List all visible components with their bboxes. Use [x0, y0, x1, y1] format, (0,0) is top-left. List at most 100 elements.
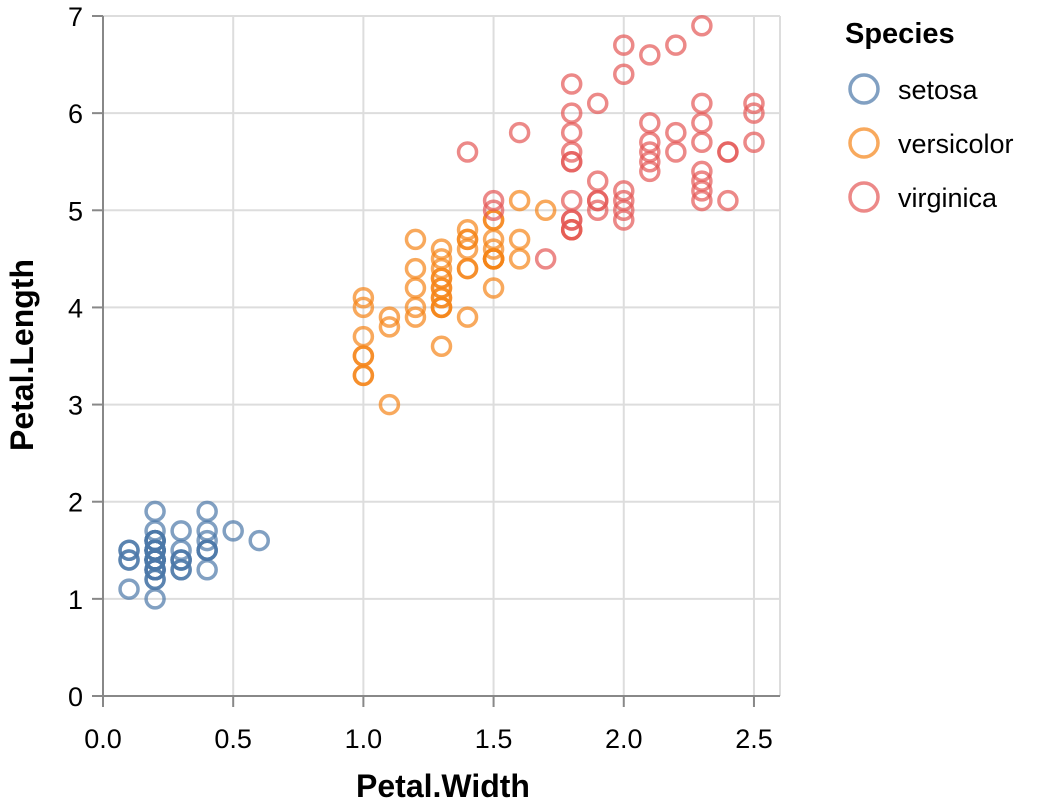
virginica-point — [586, 199, 609, 222]
setosa-point — [144, 500, 166, 523]
legend-label-setosa: setosa — [898, 75, 979, 105]
versicolor-point — [508, 248, 531, 270]
x-tick-label: 0.0 — [84, 724, 122, 754]
x-tick-label: 2.0 — [605, 724, 643, 754]
grid-lines — [102, 15, 781, 697]
virginica-point — [691, 92, 713, 115]
virginica-point — [691, 112, 713, 134]
virginica-point — [691, 189, 713, 212]
versicolor-point — [378, 316, 401, 338]
setosa-point — [144, 549, 166, 571]
virginica-point — [560, 150, 583, 173]
setosa-point — [170, 558, 192, 581]
virginica-point — [482, 199, 505, 222]
virginica-point — [717, 141, 739, 163]
versicolor-point — [482, 228, 505, 251]
versicolor-point — [378, 306, 401, 328]
versicolor-point — [352, 296, 375, 319]
virginica-point — [613, 180, 635, 202]
virginica-point — [665, 141, 687, 163]
versicolor-point — [456, 228, 479, 251]
y-tick-label: 0 — [68, 682, 83, 712]
versicolor-point — [430, 335, 453, 358]
x-axis-title: Petal.Width — [356, 768, 530, 803]
legend-symbol-virginica — [848, 181, 880, 213]
versicolor-point — [456, 306, 479, 328]
y-tick-label: 6 — [68, 99, 83, 129]
versicolor-point — [508, 189, 531, 212]
virginica-point — [665, 34, 687, 56]
virginica-point — [639, 44, 661, 66]
setosa-point — [248, 529, 270, 552]
setosa-point — [170, 549, 192, 571]
legend-label-versicolor: versicolor — [898, 129, 1014, 159]
versicolor-point — [430, 286, 453, 309]
setosa-point — [170, 520, 192, 542]
versicolor-point — [482, 238, 505, 260]
virginica-point — [691, 14, 713, 37]
versicolor-point — [430, 277, 453, 299]
virginica-point — [613, 34, 635, 56]
setosa-point — [222, 520, 244, 542]
legend-symbol-setosa — [848, 73, 880, 105]
legend-symbol-versicolor — [848, 127, 880, 159]
setosa-point — [196, 558, 218, 581]
virginica-point — [639, 112, 661, 134]
y-tick-label: 7 — [68, 2, 83, 32]
legend-title: Species — [845, 18, 955, 50]
versicolor-point — [404, 277, 427, 299]
versicolor-point — [404, 257, 427, 280]
y-tick-label: 3 — [68, 391, 83, 421]
virginica-point — [560, 73, 583, 95]
setosa-point — [196, 500, 218, 523]
versicolor-point — [456, 257, 479, 280]
versicolor-point — [352, 286, 375, 309]
virginica-point — [586, 170, 609, 192]
versicolor-point — [378, 393, 401, 416]
setosa-point — [144, 539, 166, 562]
virginica-point — [586, 92, 609, 115]
versicolor-point — [352, 364, 375, 387]
versicolor-point — [534, 199, 557, 222]
setosa-point — [196, 529, 218, 552]
tick-labels: 0.0 0.5 1.0 1.5 2.0 2.5 0 1 2 3 4 5 6 7 — [68, 2, 773, 754]
y-tick-label: 1 — [68, 585, 83, 615]
legend: Species setosa versicolor virginica — [845, 18, 1014, 213]
virginica-point — [560, 218, 583, 241]
virginica-point — [691, 131, 713, 154]
virginica-point — [560, 102, 583, 124]
setosa-point — [196, 539, 218, 562]
virginica-point — [560, 121, 583, 144]
versicolor-point — [482, 277, 505, 299]
setosa-point — [118, 549, 140, 571]
versicolor-point — [404, 228, 427, 251]
virginica-point — [534, 248, 557, 270]
setosa-point — [118, 578, 140, 600]
virginica-point — [456, 141, 479, 163]
versicolor-point — [508, 228, 531, 251]
virginica-point — [613, 63, 635, 86]
y-axis-title: Petal.Length — [4, 259, 40, 451]
data-points — [118, 14, 765, 610]
virginica-point — [717, 189, 739, 212]
axes — [92, 15, 780, 707]
virginica-point — [743, 92, 765, 115]
x-tick-label: 1.0 — [345, 724, 383, 754]
virginica-point — [691, 160, 713, 183]
x-tick-label: 0.5 — [214, 724, 252, 754]
x-tick-label: 2.5 — [735, 724, 773, 754]
y-tick-label: 5 — [68, 196, 83, 226]
virginica-point — [613, 209, 635, 231]
virginica-point — [560, 189, 583, 212]
y-tick-label: 2 — [68, 488, 83, 518]
virginica-point — [665, 121, 687, 144]
x-tick-label: 1.5 — [475, 724, 513, 754]
versicolor-point — [352, 325, 375, 348]
virginica-point — [743, 102, 765, 124]
versicolor-point — [404, 306, 427, 328]
y-tick-label: 4 — [68, 293, 83, 323]
virginica-point — [586, 189, 609, 212]
legend-label-virginica: virginica — [898, 183, 998, 213]
